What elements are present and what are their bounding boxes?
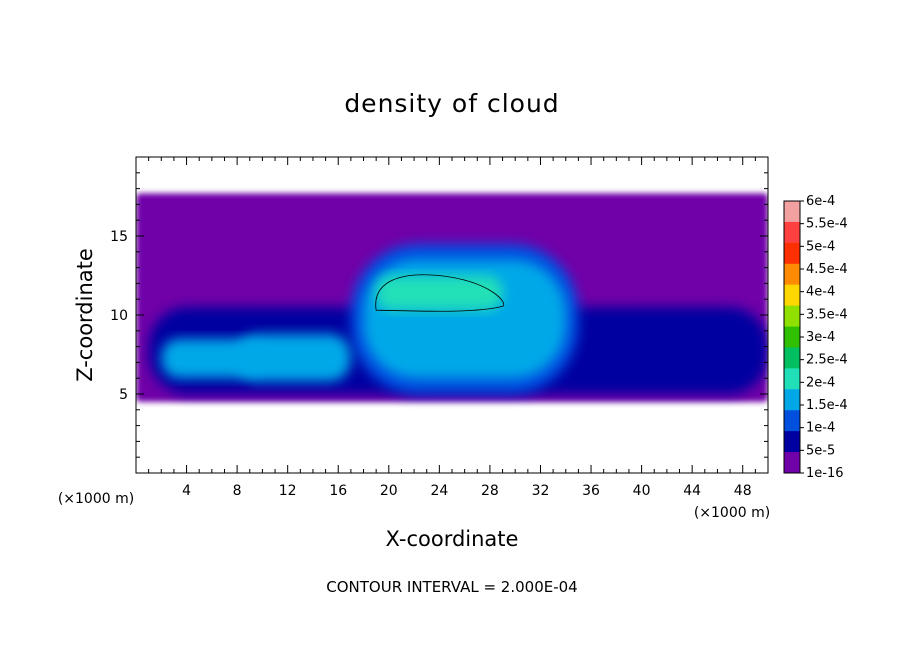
x-axis-unit: (×1000 m) <box>694 505 770 521</box>
x-axis-label: X-coordinate <box>386 527 519 551</box>
y-tick-label: 15 <box>110 229 128 245</box>
x-tick-label: 36 <box>582 483 600 499</box>
x-tick-label: 24 <box>430 483 448 499</box>
x-tick-label: 40 <box>633 483 651 499</box>
x-tick-label: 44 <box>683 483 701 499</box>
x-tick-label: 48 <box>734 483 752 499</box>
colorbar-label: 4.5e-4 <box>806 262 848 277</box>
contour-interval-note: CONTOUR INTERVAL = 2.000E-04 <box>326 578 577 596</box>
colorbar-label: 5e-5 <box>806 443 835 458</box>
colorbar-label: 3.5e-4 <box>806 307 848 322</box>
y-tick-label: 10 <box>110 308 128 324</box>
colorbar-swatch <box>784 326 800 348</box>
density-field-core-maximum <box>376 275 503 311</box>
y-tick-label: 5 <box>119 387 128 403</box>
y-axis-unit: (×1000 m) <box>58 491 134 507</box>
y-axis-label: Z-coordinate <box>73 248 97 382</box>
colorbar-label: 5.5e-4 <box>806 217 848 232</box>
colorbar-swatch <box>784 347 800 369</box>
colorbar-swatch <box>784 410 800 432</box>
colorbar-swatch <box>784 284 800 307</box>
x-tick-label: 32 <box>532 483 550 499</box>
x-tick-label: 8 <box>233 483 242 499</box>
colorbar: 6e-4 5.5e-4 5e-4 4.5e-4 4e-4 3.5e-4 3e-4 2.5e-4… <box>783 194 848 481</box>
density-field-lower-middle-cell <box>237 333 351 382</box>
colorbar-swatch <box>784 242 800 265</box>
x-tick-label: 16 <box>329 483 347 499</box>
chart-title: density of cloud <box>344 89 559 118</box>
x-axis-ticks: 4 8 12 16 20 24 28 32 36 40 44 48 <box>148 157 756 499</box>
colorbar-swatch <box>784 431 800 453</box>
colorbar-swatch <box>784 263 800 286</box>
colorbar-label: 1.5e-4 <box>806 398 848 413</box>
colorbar-label: 5e-4 <box>806 239 835 254</box>
colorbar-swatch <box>784 368 800 390</box>
plot-area <box>136 193 768 402</box>
colorbar-swatch <box>784 305 800 328</box>
colorbar-swatch <box>784 221 800 244</box>
density-field-lower-left-cell <box>161 338 263 379</box>
colorbar-swatch <box>784 201 800 223</box>
x-tick-label: 12 <box>279 483 297 499</box>
x-tick-label: 20 <box>380 483 398 499</box>
colorbar-swatch <box>784 452 800 474</box>
colorbar-label: 3e-4 <box>806 330 835 345</box>
x-tick-label: 4 <box>182 483 191 499</box>
colorbar-label: 2.5e-4 <box>806 353 848 368</box>
y-axis-ticks: 5 10 15 <box>110 172 768 458</box>
colorbar-label: 6e-4 <box>806 194 835 209</box>
contour-line-0 <box>375 274 505 312</box>
x-tick-label: 28 <box>481 483 499 499</box>
colorbar-label: 2e-4 <box>806 375 835 390</box>
colorbar-label: 1e-4 <box>806 421 835 436</box>
colorbar-label: 1e-16 <box>806 466 844 481</box>
colorbar-swatch <box>784 389 800 411</box>
colorbar-label: 4e-4 <box>806 285 835 300</box>
